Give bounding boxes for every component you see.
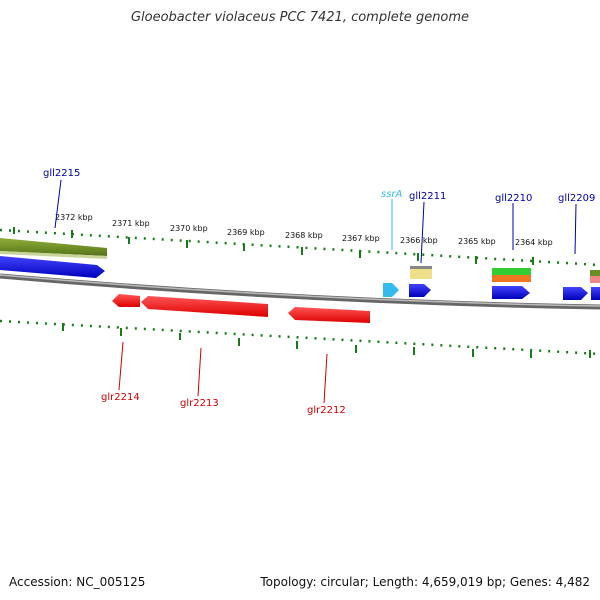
scale-label: 2370 kbp (170, 224, 208, 233)
gene-glr2212 (288, 307, 370, 323)
scale-labels: 2372 kbp 2371 kbp 2370 kbp 2369 kbp 2368… (55, 213, 553, 247)
scale-label: 2368 kbp (285, 231, 323, 240)
gene-label-group: gll2215 ssrA gll2211 gll2210 gll2209 glr… (43, 168, 595, 416)
gene-gll2210 (492, 286, 530, 299)
accession-text: Accession: NC_005125 (9, 575, 146, 589)
leader-glr2214 (118, 341, 124, 391)
gene-label-glr2213[interactable]: glr2213 (180, 398, 219, 409)
scale-label: 2366 kbp (400, 236, 438, 245)
gene-glr2214 (112, 294, 140, 307)
gene-gll2211 (409, 284, 431, 297)
scale-label: 2364 kbp (515, 238, 553, 247)
annotation-khaki-block (410, 266, 432, 269)
scale-label: 2369 kbp (227, 228, 265, 237)
gene-label-gll2211[interactable]: gll2211 (409, 191, 446, 202)
annotation-orange-block (492, 275, 531, 282)
annotation-mixed-block (590, 270, 600, 276)
annotation-khaki-block (410, 269, 432, 279)
annotation-green-block (492, 268, 531, 275)
gene-label-gll2215[interactable]: gll2215 (43, 168, 80, 179)
gene-gll2209 (563, 287, 588, 300)
gene-label-glr2212[interactable]: glr2212 (307, 405, 346, 416)
forward-tick-row (0, 228, 600, 267)
gene-label-gll2209[interactable]: gll2209 (558, 193, 595, 204)
leader-gll2215 (54, 179, 62, 229)
major-ticks (13, 227, 591, 358)
gene-label-glr2214[interactable]: glr2214 (101, 392, 140, 403)
scale-label: 2365 kbp (458, 237, 496, 246)
annotation-olive-band-shadow (0, 251, 107, 259)
annotation-tracks (0, 238, 600, 283)
reverse-genes (112, 294, 370, 323)
genome-backbone-highlight (0, 274, 600, 307)
scale-label: 2371 kbp (112, 219, 150, 228)
gene-ssrA (383, 283, 399, 297)
gene-label-ssrA[interactable]: ssrA (381, 189, 403, 200)
reverse-tick-row (0, 319, 600, 356)
gene-glr2213 (141, 296, 268, 317)
annotation-mixed-block (590, 276, 600, 283)
leader-glr2213 (197, 347, 202, 397)
gene-gll2209-next (591, 287, 600, 300)
genome-backbone (0, 273, 600, 310)
map-title: Gloeobacter violaceus PCC 7421, complete… (130, 10, 470, 25)
gene-label-gll2210[interactable]: gll2210 (495, 193, 532, 204)
gene-gll2215 (0, 256, 105, 278)
forward-genes (0, 256, 600, 300)
scale-label: 2372 kbp (55, 213, 93, 222)
leader-gll2211 (420, 201, 425, 264)
label-leaders (54, 179, 577, 404)
leader-gll2209 (574, 203, 577, 255)
annotation-olive-band (0, 238, 107, 256)
leader-glr2212 (323, 353, 328, 404)
genome-summary-text: Topology: circular; Length: 4,659,019 bp… (260, 575, 590, 589)
scale-label: 2367 kbp (342, 234, 380, 243)
